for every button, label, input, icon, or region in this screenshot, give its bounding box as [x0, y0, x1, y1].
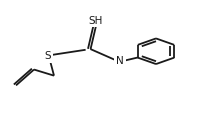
- Text: N: N: [116, 56, 124, 66]
- Text: S: S: [45, 51, 51, 61]
- Text: SH: SH: [89, 16, 103, 26]
